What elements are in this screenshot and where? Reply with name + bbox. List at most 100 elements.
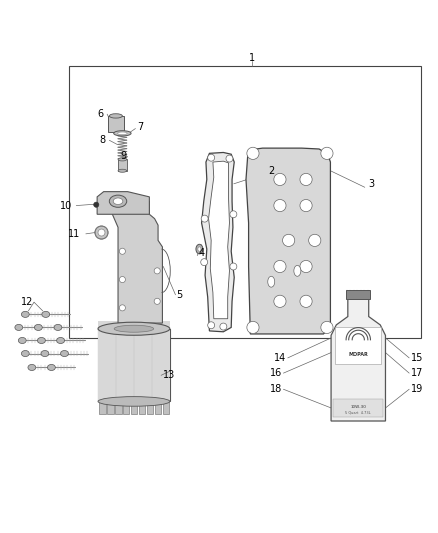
Ellipse shape (110, 195, 127, 207)
Bar (139, 401, 145, 414)
Text: 13: 13 (163, 370, 175, 381)
Circle shape (300, 173, 312, 185)
Circle shape (274, 261, 286, 272)
Circle shape (154, 298, 160, 304)
Bar (155, 401, 162, 414)
Ellipse shape (41, 351, 49, 357)
Ellipse shape (18, 337, 26, 344)
Circle shape (220, 323, 227, 330)
Bar (131, 401, 138, 414)
Text: 14: 14 (274, 353, 286, 363)
Text: 4: 4 (198, 248, 205, 259)
Text: 5 Quart  4.73L: 5 Quart 4.73L (346, 410, 371, 414)
Polygon shape (201, 152, 234, 332)
Ellipse shape (95, 226, 108, 239)
Circle shape (226, 155, 233, 162)
Circle shape (208, 154, 215, 161)
Ellipse shape (198, 247, 201, 251)
Text: 10: 10 (60, 200, 72, 211)
Bar (333, 399, 383, 417)
Circle shape (119, 305, 125, 311)
Bar (123, 401, 130, 414)
Ellipse shape (57, 337, 64, 344)
Ellipse shape (113, 198, 123, 205)
Ellipse shape (38, 337, 46, 344)
Text: 3: 3 (368, 179, 374, 189)
Text: 17: 17 (411, 368, 423, 378)
Ellipse shape (98, 322, 170, 335)
Circle shape (274, 295, 286, 308)
Ellipse shape (98, 397, 170, 406)
Text: 9: 9 (120, 150, 126, 160)
Ellipse shape (268, 276, 275, 287)
Bar (162, 401, 170, 414)
Text: 15: 15 (411, 353, 423, 363)
Bar (336, 327, 381, 364)
Polygon shape (97, 192, 149, 214)
Text: 11: 11 (68, 229, 81, 239)
Circle shape (321, 321, 333, 334)
Ellipse shape (21, 351, 29, 357)
Circle shape (201, 215, 208, 222)
Text: 6: 6 (98, 109, 104, 119)
Ellipse shape (98, 229, 105, 236)
Circle shape (208, 322, 215, 329)
Bar (108, 116, 124, 132)
Ellipse shape (21, 311, 29, 318)
Circle shape (94, 202, 99, 207)
Text: 1: 1 (249, 53, 255, 62)
Bar (98, 321, 170, 401)
Text: 12: 12 (21, 297, 34, 307)
Circle shape (154, 268, 160, 274)
Circle shape (321, 147, 333, 159)
Ellipse shape (47, 365, 55, 370)
Ellipse shape (54, 325, 62, 330)
Polygon shape (331, 299, 385, 421)
Text: 10W-30: 10W-30 (350, 405, 366, 409)
Circle shape (201, 259, 208, 265)
Ellipse shape (35, 325, 42, 330)
Bar (115, 401, 121, 414)
Circle shape (274, 199, 286, 212)
Bar (118, 159, 127, 171)
Bar (107, 401, 113, 414)
Ellipse shape (294, 265, 301, 276)
Text: 7: 7 (138, 122, 144, 132)
Bar (69, 66, 421, 338)
Text: 5: 5 (176, 290, 182, 300)
Bar (346, 290, 371, 299)
Ellipse shape (117, 132, 127, 135)
Circle shape (300, 295, 312, 308)
Polygon shape (113, 201, 162, 323)
Polygon shape (246, 148, 330, 334)
Ellipse shape (196, 244, 203, 254)
Circle shape (309, 235, 321, 246)
Text: 16: 16 (269, 368, 282, 378)
Circle shape (247, 147, 259, 159)
Circle shape (119, 248, 125, 254)
Ellipse shape (114, 325, 154, 332)
Circle shape (300, 199, 312, 212)
Text: MOPAR: MOPAR (348, 352, 368, 357)
Text: 19: 19 (411, 384, 423, 394)
Text: 8: 8 (99, 135, 106, 146)
Ellipse shape (15, 325, 23, 330)
Circle shape (300, 261, 312, 272)
Ellipse shape (28, 365, 36, 370)
Circle shape (247, 321, 259, 334)
Text: 18: 18 (269, 384, 282, 394)
Circle shape (274, 173, 286, 185)
Text: 2: 2 (268, 166, 274, 176)
Circle shape (230, 211, 237, 218)
Ellipse shape (110, 114, 122, 118)
Circle shape (119, 277, 125, 282)
Ellipse shape (114, 131, 131, 136)
Ellipse shape (60, 351, 68, 357)
Polygon shape (208, 161, 230, 319)
Circle shape (283, 235, 295, 246)
Circle shape (230, 263, 237, 270)
Ellipse shape (118, 169, 127, 172)
Bar (147, 401, 153, 414)
Ellipse shape (118, 158, 127, 161)
Ellipse shape (42, 311, 49, 318)
